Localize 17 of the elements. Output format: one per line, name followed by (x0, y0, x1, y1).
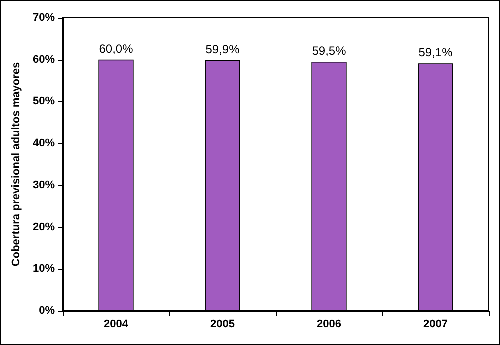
y-tick-label: 0% (39, 305, 56, 317)
y-tick-label: 30% (32, 179, 56, 192)
y-tick-label: 50% (32, 96, 56, 108)
y-tick-label: 70% (32, 12, 56, 24)
y-tick-label: 40% (32, 138, 56, 150)
y-tick-label: 60% (32, 54, 56, 66)
x-tick-label: 2006 (317, 318, 342, 330)
y-tick-label: 10% (32, 263, 56, 276)
data-label: 59,9% (206, 42, 240, 56)
x-tick-label: 2005 (210, 318, 235, 330)
data-label: 59,5% (312, 44, 347, 58)
x-tick-label: 2007 (424, 318, 448, 330)
data-label: 59,1% (418, 46, 454, 60)
y-axis-title: Cobertura previsional adultos mayores (10, 62, 23, 267)
y-tick-label: 20% (32, 221, 56, 234)
data-label: 60,0% (99, 42, 134, 56)
x-tick-label: 2004 (104, 318, 130, 330)
